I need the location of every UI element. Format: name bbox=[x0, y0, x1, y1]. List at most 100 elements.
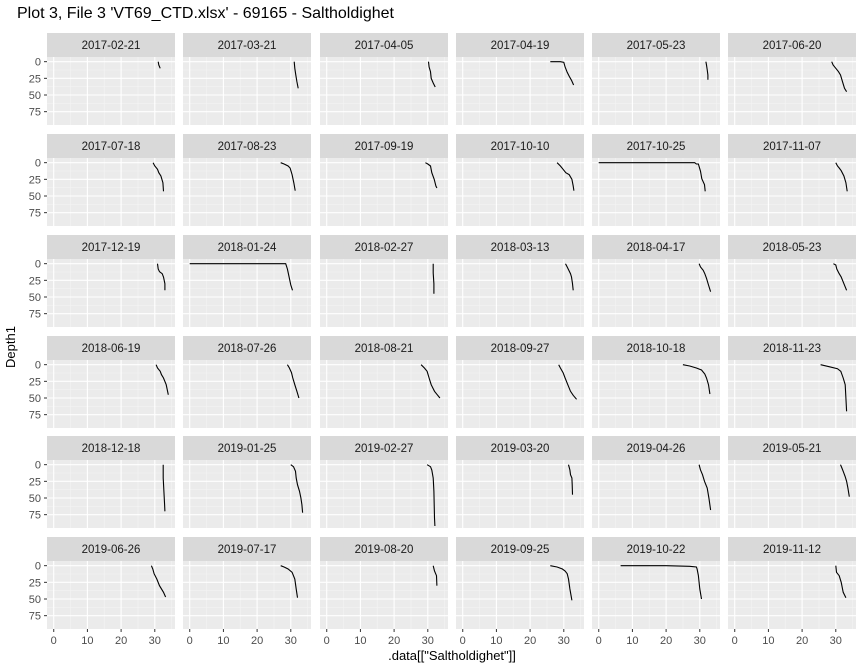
series-line bbox=[820, 364, 848, 412]
panel-background bbox=[47, 158, 175, 226]
x-tick-label: 10 bbox=[490, 635, 502, 647]
series-line bbox=[567, 464, 574, 495]
y-tick-label: 50 bbox=[29, 191, 41, 203]
facet-strip-label: 2018-04-17 bbox=[627, 242, 686, 254]
facet-strip-label: 2019-05-21 bbox=[763, 443, 822, 455]
panel-background bbox=[320, 360, 448, 428]
facet-strip-label: 2017-07-18 bbox=[82, 141, 141, 153]
series-line bbox=[835, 162, 848, 192]
y-tick-label: 50 bbox=[29, 90, 41, 102]
panel-background bbox=[728, 360, 856, 428]
facet-strip bbox=[728, 336, 856, 360]
facet-strip-label: 2019-11-12 bbox=[763, 544, 821, 556]
panel-background bbox=[183, 360, 311, 428]
y-tick-label: 50 bbox=[29, 393, 41, 405]
facet-strip bbox=[728, 134, 856, 158]
panel-background bbox=[320, 259, 448, 327]
facet-strip bbox=[47, 33, 175, 57]
panel-background bbox=[456, 561, 584, 629]
facet-strip-label: 2019-09-25 bbox=[491, 544, 550, 556]
facet-strip bbox=[320, 33, 448, 57]
y-tick-label: 0 bbox=[35, 360, 41, 372]
facet-strip bbox=[183, 537, 311, 561]
facet-panel: 2017-12-19 0 25 50 75 bbox=[29, 235, 175, 327]
panel-background bbox=[183, 561, 311, 629]
facet-strip-label: 2018-02-27 bbox=[355, 242, 414, 254]
facet-strip bbox=[47, 235, 175, 259]
facet-strip-label: 2018-08-21 bbox=[355, 343, 414, 355]
y-tick-label: 0 bbox=[35, 57, 41, 69]
y-tick-label: 25 bbox=[29, 476, 41, 488]
series-line bbox=[839, 464, 850, 497]
panel-background bbox=[47, 561, 175, 629]
x-tick-label: 10 bbox=[81, 635, 93, 647]
facet-panel: 2017-10-25 bbox=[592, 134, 720, 226]
facet-strip bbox=[728, 537, 856, 561]
facet-strip-label: 2019-10-22 bbox=[627, 544, 686, 556]
facet-strip bbox=[183, 336, 311, 360]
facet-strip bbox=[592, 33, 720, 57]
y-tick-label: 75 bbox=[29, 309, 41, 321]
y-tick-label: 75 bbox=[29, 410, 41, 422]
facet-strip-label: 2017-04-05 bbox=[355, 40, 414, 52]
series-line bbox=[550, 61, 575, 86]
facet-panel: 2019-05-21 bbox=[728, 436, 856, 528]
facet-strip bbox=[728, 33, 856, 57]
panel-background bbox=[456, 158, 584, 226]
chart-title: Plot 3, File 3 'VT69_CTD.xlsx' - 69165 -… bbox=[17, 5, 394, 22]
facet-panel: 2018-06-19 0 25 50 75 bbox=[29, 336, 175, 428]
facet-strip-label: 2018-05-23 bbox=[763, 242, 822, 254]
facet-panel: 2018-05-23 bbox=[728, 235, 856, 327]
x-axis-label: .data[["Saltholdighet"]] bbox=[388, 648, 516, 663]
facet-strip bbox=[320, 436, 448, 460]
facet-panel: 2018-03-13 bbox=[456, 235, 584, 327]
facet-strip bbox=[456, 436, 584, 460]
x-tick-label: 30 bbox=[694, 635, 706, 647]
facet-strip bbox=[183, 235, 311, 259]
facet-strip bbox=[183, 436, 311, 460]
panel-background bbox=[728, 57, 856, 125]
facet-panel: 2017-11-07 bbox=[728, 134, 856, 226]
y-tick-label: 0 bbox=[35, 158, 41, 170]
series-line bbox=[420, 364, 441, 399]
panel-background bbox=[456, 360, 584, 428]
series-line bbox=[698, 263, 712, 292]
facet-strip bbox=[47, 537, 175, 561]
panel-background bbox=[47, 460, 175, 528]
series-line bbox=[835, 565, 847, 598]
panel-background bbox=[183, 158, 311, 226]
facet-strip-label: 2017-06-20 bbox=[763, 40, 822, 52]
facet-strip-label: 2017-03-21 bbox=[218, 40, 277, 52]
facet-panel: 2018-12-18 0 25 50 75 bbox=[29, 436, 175, 528]
y-tick-label: 25 bbox=[29, 174, 41, 186]
facet-strip-label: 2017-10-25 bbox=[627, 141, 686, 153]
facet-strip-label: 2018-01-24 bbox=[218, 242, 277, 254]
panel-background bbox=[592, 460, 720, 528]
y-tick-label: 25 bbox=[29, 577, 41, 589]
facet-strip bbox=[183, 33, 311, 57]
facet-panel: 2017-10-10 bbox=[456, 134, 584, 226]
y-tick-label: 50 bbox=[29, 292, 41, 304]
panel-background bbox=[320, 57, 448, 125]
panel-background bbox=[728, 460, 856, 528]
facet-panel: 2017-02-21 0 25 50 75 bbox=[29, 33, 175, 125]
facet-panel: 2017-04-05 bbox=[320, 33, 448, 125]
panel-background bbox=[456, 57, 584, 125]
facet-strip-label: 2017-12-19 bbox=[82, 242, 141, 254]
series-line bbox=[155, 364, 169, 395]
facet-strip-label: 2019-08-20 bbox=[355, 544, 414, 556]
facet-panel: 2018-10-18 bbox=[592, 336, 720, 428]
panel-background bbox=[728, 561, 856, 629]
facet-strip-label: 2018-07-26 bbox=[218, 343, 277, 355]
x-tick-label: 30 bbox=[285, 635, 297, 647]
panel-background bbox=[320, 460, 448, 528]
panel-background bbox=[728, 259, 856, 327]
panel-background bbox=[183, 259, 311, 327]
facet-panel: 2018-01-24 bbox=[183, 235, 311, 327]
facet-panel: 2018-08-21 bbox=[320, 336, 448, 428]
facet-strip bbox=[592, 134, 720, 158]
facet-strip-label: 2017-10-10 bbox=[491, 141, 550, 153]
facet-strip bbox=[183, 134, 311, 158]
facet-strip bbox=[320, 134, 448, 158]
